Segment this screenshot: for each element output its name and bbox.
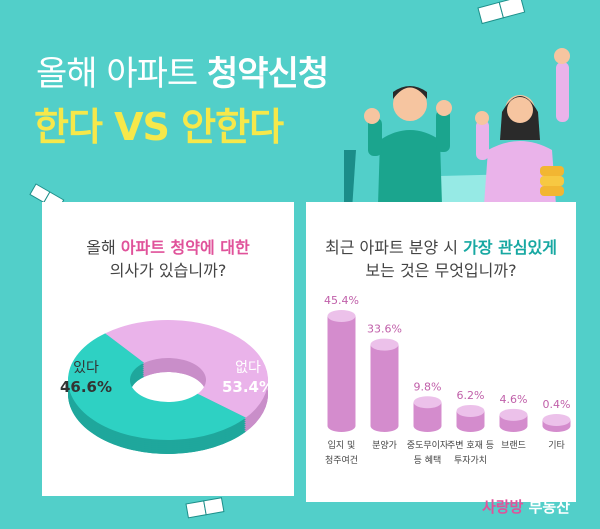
- book-icon: [477, 0, 526, 25]
- question-interest: 최근 아파트 분양 시 가장 관심있게 보는 것은 무엇입니까?: [324, 238, 557, 280]
- people-illustration: [344, 48, 570, 210]
- donut-value-label: 46.6%: [60, 378, 112, 396]
- bar-category-label: 브랜드: [501, 440, 526, 451]
- donut-label: 있다: [73, 360, 99, 376]
- bar-value-label: 45.4%: [324, 294, 359, 307]
- title-line-2: 한다 VS 안한다: [34, 105, 284, 149]
- bar-value-label: 0.4%: [543, 398, 571, 411]
- donut-chart: 있다 46.6% 없다 53.4%: [60, 320, 274, 454]
- brand-logo: 사랑방 부동산: [481, 498, 570, 516]
- survey-panel-interest: 최근 아파트 분양 시 가장 관심있게 보는 것은 무엇입니까? 45.4% 입지…: [306, 202, 576, 502]
- bar-category-label: 청주여건: [325, 454, 358, 466]
- bar-category-label: 주변 호재 등: [447, 440, 494, 451]
- bar: [413, 396, 442, 432]
- bar: [542, 414, 571, 432]
- bar-category-label: 입지 및: [328, 439, 356, 451]
- bar: [456, 404, 485, 432]
- donut-value-label: 53.4%: [222, 378, 274, 396]
- bar-value-label: 33.6%: [367, 323, 402, 336]
- bar: [327, 310, 356, 432]
- bar-value-label: 9.8%: [414, 380, 442, 393]
- bar: [499, 408, 528, 432]
- bar: [370, 338, 399, 432]
- bar-category-label: 투자가치: [454, 454, 487, 466]
- survey-panel-intent: 올해 아파트 청약에 대한 의사가 있습니까? 있다 46.6% 없다 53.4%: [42, 202, 294, 496]
- donut-slice-yes: [105, 320, 268, 418]
- question-intent: 올해 아파트 청약에 대한 의사가 있습니까?: [86, 238, 250, 280]
- bar-category-label: 중도무이자: [407, 440, 449, 451]
- donut-slice-no: [67, 333, 246, 440]
- bar-category-label: 등 혜택: [414, 454, 442, 466]
- donut-label: 없다: [235, 360, 261, 376]
- bar-value-label: 6.2%: [457, 389, 485, 402]
- title-line-1: 올해 아파트 청약신청: [36, 54, 329, 94]
- bar-category-label: 기타: [548, 440, 565, 451]
- book-icon: [185, 497, 225, 519]
- bar-value-label: 4.6%: [500, 393, 528, 406]
- bar-category-label: 분양가: [372, 440, 397, 451]
